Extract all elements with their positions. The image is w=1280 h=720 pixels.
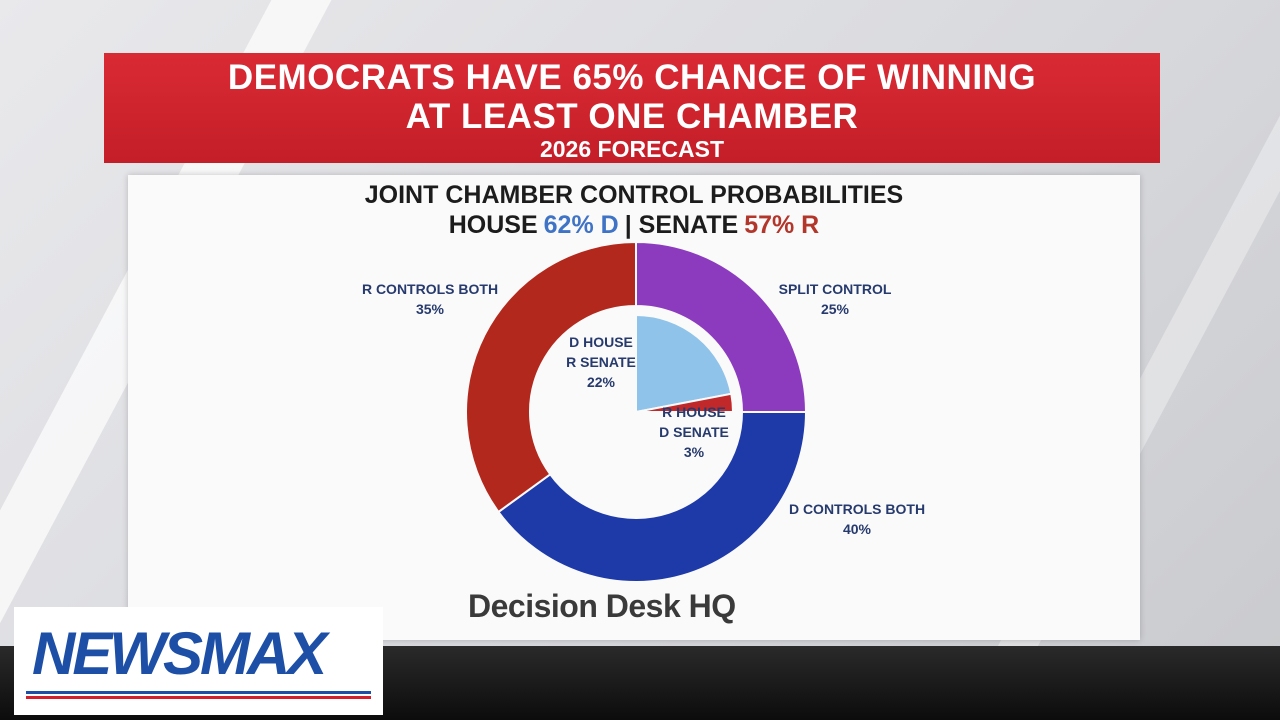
- segment-value: 3%: [683, 444, 705, 460]
- segment-label: D HOUSE R SENATE 22%: [566, 332, 636, 392]
- network-logo: NEWSMAX: [14, 607, 383, 715]
- donut-chart: [465, 240, 808, 583]
- donut-segment: [635, 240, 808, 413]
- headline: DEMOCRATS HAVE 65% CHANCE OF WINNING: [227, 58, 1037, 97]
- logo-rule: [26, 691, 371, 694]
- donut-segment: [635, 313, 733, 414]
- segment-name: SPLIT CONTROL: [778, 281, 892, 297]
- segment-label: R CONTROLS BOTH 35%: [362, 279, 498, 319]
- source-logo: Decision Desk HQ: [468, 588, 736, 624]
- donut-segment: [497, 411, 808, 583]
- segment-label: R HOUSE D SENATE 3%: [659, 402, 729, 462]
- network-name: NEWSMAX: [32, 620, 327, 687]
- segment-name: D HOUSE R SENATE: [566, 334, 636, 370]
- subtitle-part: 62% D: [543, 211, 619, 239]
- segment-name: R CONTROLS BOTH: [361, 281, 499, 297]
- segment-value: 22%: [586, 374, 616, 390]
- headline-banner: DEMOCRATS HAVE 65% CHANCE OF WINNING AT …: [104, 53, 1160, 163]
- subtitle-part: 57% R: [744, 211, 820, 239]
- segment-value: 40%: [842, 521, 872, 537]
- segment-label: D CONTROLS BOTH 40%: [789, 499, 925, 539]
- headline: AT LEAST ONE CHAMBER: [405, 97, 859, 136]
- forecast-label: 2026 FORECAST: [539, 136, 725, 162]
- segment-label: SPLIT CONTROL 25%: [779, 279, 892, 319]
- segment-name: R HOUSE D SENATE: [659, 404, 729, 440]
- chart-subtitle: HOUSE 62% D | SENATE 57% R: [128, 211, 1140, 240]
- donut-segment: [465, 240, 637, 514]
- segment-value: 35%: [415, 301, 445, 317]
- logo-rule: [26, 696, 371, 699]
- chart-panel: JOINT CHAMBER CONTROL PROBABILITIES HOUS…: [128, 175, 1140, 640]
- subtitle-part: HOUSE: [448, 211, 538, 239]
- subtitle-part: | SENATE: [624, 211, 739, 239]
- segment-value: 25%: [820, 301, 850, 317]
- chart-title: JOINT CHAMBER CONTROL PROBABILITIES: [364, 181, 904, 209]
- donut-segment: [635, 392, 735, 413]
- segment-name: D CONTROLS BOTH: [788, 501, 926, 517]
